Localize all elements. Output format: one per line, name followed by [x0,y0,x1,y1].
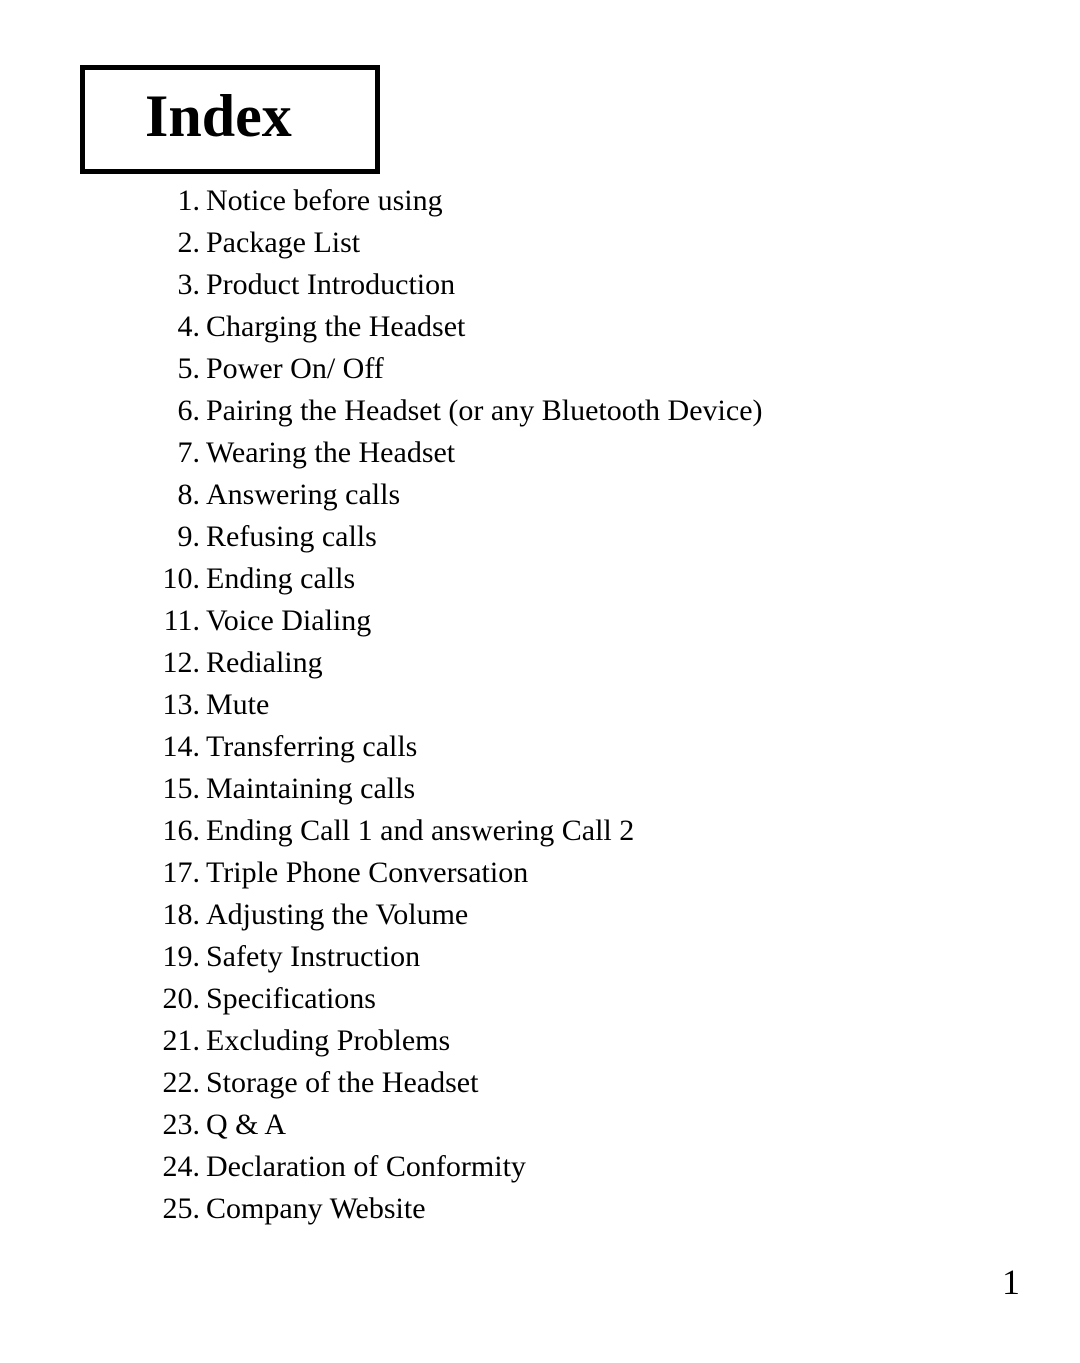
index-item: 1.Notice before using [150,180,763,222]
index-item: 16.Ending Call 1 and answering Call 2 [150,810,763,852]
index-item-number: 6. [150,390,206,432]
index-item-label: Redialing [206,642,763,684]
index-item: 22.Storage of the Headset [150,1062,763,1104]
index-item-label: Storage of the Headset [206,1062,763,1104]
index-item-number: 16. [150,810,206,852]
index-item-number: 11. [150,600,206,642]
index-item-label: Safety Instruction [206,936,763,978]
index-item-label: Declaration of Conformity [206,1146,763,1188]
index-item-number: 25. [150,1188,206,1230]
index-item: 19.Safety Instruction [150,936,763,978]
index-item: 3.Product Introduction [150,264,763,306]
index-item: 18.Adjusting the Volume [150,894,763,936]
index-item: 10.Ending calls [150,558,763,600]
index-item-number: 13. [150,684,206,726]
index-item-label: Answering calls [206,474,763,516]
index-item: 4.Charging the Headset [150,306,763,348]
index-item-number: 15. [150,768,206,810]
index-item: 13.Mute [150,684,763,726]
index-item: 11.Voice Dialing [150,600,763,642]
index-item-number: 3. [150,264,206,306]
index-item-number: 18. [150,894,206,936]
index-item-label: Ending Call 1 and answering Call 2 [206,810,763,852]
index-item: 14.Transferring calls [150,726,763,768]
index-item: 21.Excluding Problems [150,1020,763,1062]
index-item-label: Transferring calls [206,726,763,768]
index-item-label: Product Introduction [206,264,763,306]
index-item: 12.Redialing [150,642,763,684]
index-item-number: 2. [150,222,206,264]
index-item-number: 22. [150,1062,206,1104]
index-item-label: Adjusting the Volume [206,894,763,936]
index-item: 20.Specifications [150,978,763,1020]
index-item-number: 1. [150,180,206,222]
index-item-number: 21. [150,1020,206,1062]
index-item-number: 10. [150,558,206,600]
index-item: 15.Maintaining calls [150,768,763,810]
index-item: 6.Pairing the Headset (or any Bluetooth … [150,390,763,432]
index-title-box: Index [80,65,380,174]
index-item-label: Company Website [206,1188,763,1230]
index-title: Index [145,83,292,149]
index-item: 17.Triple Phone Conversation [150,852,763,894]
index-item: 5.Power On/ Off [150,348,763,390]
index-item: 8.Answering calls [150,474,763,516]
index-item-number: 23. [150,1104,206,1146]
index-item-number: 17. [150,852,206,894]
index-item-label: Voice Dialing [206,600,763,642]
index-item-number: 14. [150,726,206,768]
index-item-label: Ending calls [206,558,763,600]
index-item-label: Q & A [206,1104,763,1146]
index-list: 1.Notice before using2.Package List3.Pro… [150,180,763,1230]
index-item-number: 7. [150,432,206,474]
index-item-label: Package List [206,222,763,264]
index-item-label: Notice before using [206,180,763,222]
index-item-label: Power On/ Off [206,348,763,390]
index-item-label: Pairing the Headset (or any Bluetooth De… [206,390,763,432]
index-item-label: Charging the Headset [206,306,763,348]
index-item-number: 9. [150,516,206,558]
index-item-label: Triple Phone Conversation [206,852,763,894]
index-item-number: 20. [150,978,206,1020]
page-number: 1 [1002,1261,1020,1303]
index-item: 24.Declaration of Conformity [150,1146,763,1188]
index-item-label: Wearing the Headset [206,432,763,474]
index-item-number: 12. [150,642,206,684]
index-item-label: Excluding Problems [206,1020,763,1062]
index-item-number: 19. [150,936,206,978]
index-item-label: Mute [206,684,763,726]
index-item: 25.Company Website [150,1188,763,1230]
index-item: 7.Wearing the Headset [150,432,763,474]
index-item: 2.Package List [150,222,763,264]
index-item-number: 8. [150,474,206,516]
index-item-label: Specifications [206,978,763,1020]
index-item-label: Refusing calls [206,516,763,558]
index-item-label: Maintaining calls [206,768,763,810]
index-item-number: 4. [150,306,206,348]
index-item: 23.Q & A [150,1104,763,1146]
index-item: 9.Refusing calls [150,516,763,558]
index-item-number: 24. [150,1146,206,1188]
index-item-number: 5. [150,348,206,390]
